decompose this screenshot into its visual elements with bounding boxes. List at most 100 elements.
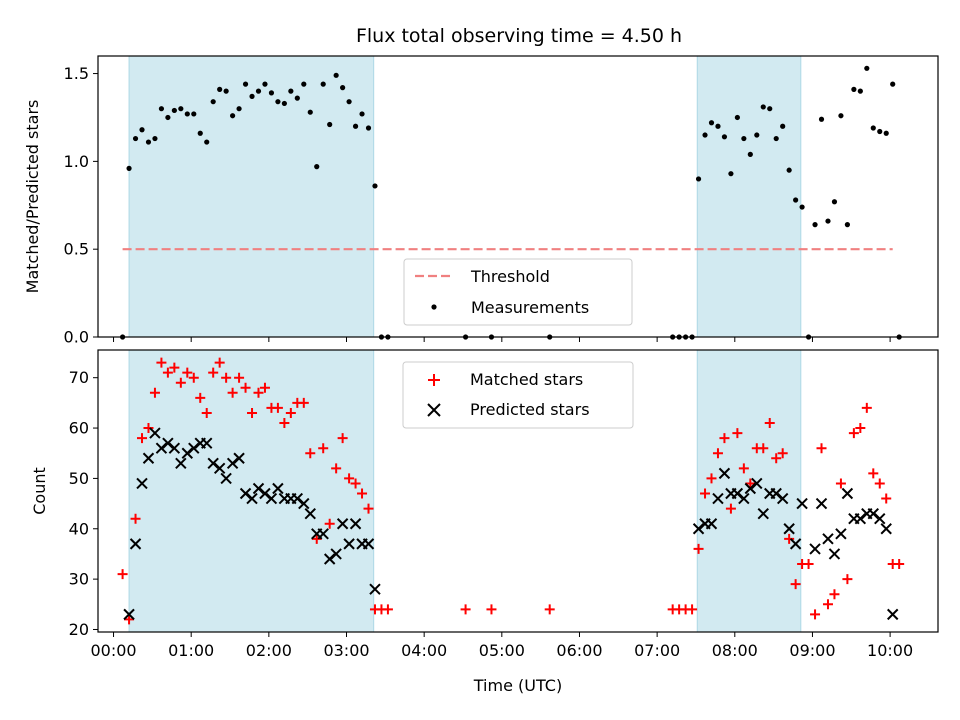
data-point bbox=[223, 88, 229, 94]
data-point bbox=[343, 538, 355, 550]
data-point bbox=[831, 199, 838, 205]
data-point bbox=[894, 559, 905, 570]
data-point bbox=[145, 139, 152, 145]
data-point bbox=[249, 93, 255, 99]
data-point bbox=[246, 492, 258, 505]
data-point bbox=[702, 132, 708, 138]
legend-top: Threshold Measurements bbox=[403, 258, 633, 326]
data-point bbox=[784, 533, 795, 544]
data-point bbox=[230, 113, 236, 119]
data-point bbox=[259, 382, 270, 393]
data-point bbox=[359, 111, 365, 117]
data-point bbox=[182, 367, 193, 378]
data-point bbox=[799, 204, 805, 210]
data-point bbox=[760, 104, 766, 110]
data-point bbox=[864, 65, 870, 71]
data-point bbox=[771, 453, 782, 464]
y-tick-label: 70 bbox=[69, 368, 89, 387]
data-point bbox=[214, 357, 225, 368]
data-point bbox=[861, 402, 872, 413]
data-point bbox=[265, 492, 278, 505]
data-point bbox=[162, 367, 173, 378]
data-point bbox=[327, 121, 333, 128]
data-point bbox=[857, 88, 863, 94]
data-point bbox=[242, 81, 249, 87]
data-point bbox=[272, 482, 284, 495]
data-point bbox=[777, 448, 788, 459]
y-tick-label: 20 bbox=[69, 620, 89, 639]
legend-box bbox=[402, 361, 634, 429]
data-point bbox=[331, 463, 342, 474]
data-point bbox=[486, 604, 497, 615]
data-point bbox=[149, 427, 161, 439]
data-point bbox=[279, 418, 290, 429]
data-point bbox=[142, 452, 155, 464]
data-point bbox=[881, 493, 892, 504]
data-point bbox=[706, 473, 717, 484]
legend-measurements-label: Measurements bbox=[471, 298, 589, 317]
data-point bbox=[890, 81, 896, 87]
data-point bbox=[317, 528, 329, 540]
data-point bbox=[132, 135, 139, 142]
data-point bbox=[165, 114, 171, 121]
data-point bbox=[728, 171, 734, 177]
data-point bbox=[815, 497, 828, 510]
data-point bbox=[272, 402, 283, 413]
data-point bbox=[136, 477, 148, 490]
data-point bbox=[741, 135, 747, 142]
data-point bbox=[139, 127, 145, 133]
data-point bbox=[129, 538, 142, 550]
data-point bbox=[822, 599, 833, 610]
data-point bbox=[880, 523, 892, 535]
data-point bbox=[236, 106, 242, 112]
data-point bbox=[718, 467, 731, 480]
data-point bbox=[285, 407, 296, 418]
data-point bbox=[757, 507, 769, 520]
data-point bbox=[350, 478, 361, 489]
data-point bbox=[793, 197, 799, 203]
data-point bbox=[786, 167, 792, 173]
data-point bbox=[868, 468, 879, 479]
data-point bbox=[195, 392, 206, 403]
observing-window-1 bbox=[129, 350, 374, 632]
data-point bbox=[213, 462, 226, 475]
data-point bbox=[188, 442, 200, 454]
data-point bbox=[117, 569, 128, 580]
x-axis-label: Time (UTC) bbox=[473, 676, 562, 695]
data-point bbox=[767, 106, 773, 112]
data-point bbox=[363, 503, 374, 514]
data-point bbox=[175, 457, 187, 470]
data-point bbox=[874, 478, 885, 489]
y-axis-label: Count bbox=[30, 467, 49, 515]
data-point bbox=[156, 357, 167, 368]
observing-window-2 bbox=[697, 56, 801, 337]
series-measurements bbox=[119, 65, 902, 340]
data-point bbox=[692, 523, 705, 535]
data-point bbox=[734, 114, 740, 121]
data-point bbox=[822, 533, 834, 545]
data-point bbox=[751, 477, 763, 490]
data-point bbox=[152, 135, 158, 142]
data-point bbox=[149, 387, 160, 398]
data-point bbox=[344, 473, 355, 484]
data-point bbox=[369, 583, 381, 595]
data-point bbox=[687, 604, 698, 615]
data-point bbox=[725, 503, 736, 514]
data-point bbox=[745, 478, 756, 489]
y-tick-label: 0.5 bbox=[64, 240, 89, 259]
data-point bbox=[240, 382, 251, 393]
data-point bbox=[330, 548, 342, 560]
data-point bbox=[336, 518, 349, 530]
data-point bbox=[828, 548, 841, 560]
data-point bbox=[301, 81, 307, 87]
data-point bbox=[867, 507, 879, 520]
y-tick-label: 1.0 bbox=[64, 152, 89, 171]
data-point bbox=[233, 452, 245, 464]
data-point bbox=[234, 372, 245, 383]
data-point bbox=[181, 447, 194, 459]
data-point bbox=[221, 372, 232, 383]
data-point bbox=[175, 377, 186, 388]
data-point bbox=[247, 407, 258, 418]
y-tick-label: 60 bbox=[69, 419, 89, 438]
